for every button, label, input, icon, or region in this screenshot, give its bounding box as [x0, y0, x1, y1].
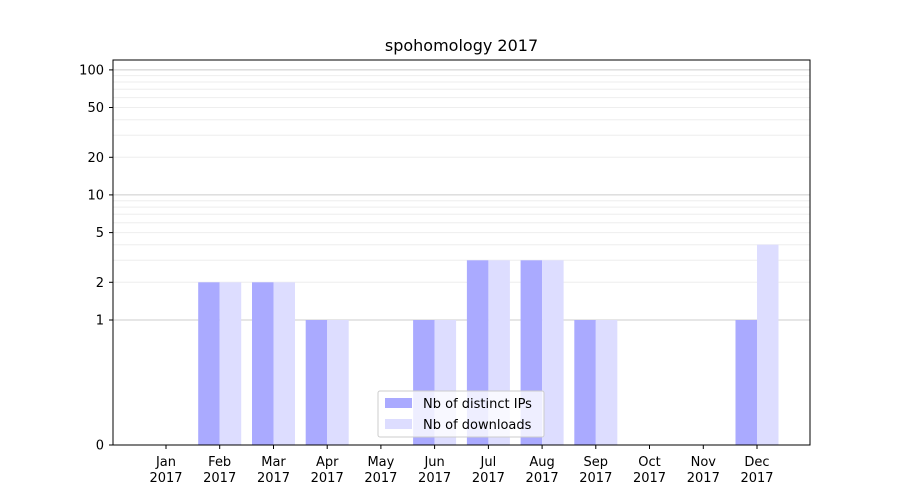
x-tick-label-month: May: [367, 455, 394, 470]
chart-title: spohomology 2017: [385, 36, 538, 55]
legend-label-downloads: Nb of downloads: [423, 418, 532, 433]
x-axis: Jan2017Feb2017Mar2017Apr2017May2017Jun20…: [149, 445, 774, 486]
bar-downloads-apr: [327, 320, 349, 445]
y-tick-label: 100: [79, 63, 104, 78]
x-tick-label-year: 2017: [257, 471, 290, 486]
x-tick-label-month: Dec: [744, 455, 769, 470]
bar-distinct-ips-apr: [305, 320, 328, 445]
bar-distinct-ips-feb: [198, 282, 220, 445]
x-tick-label-year: 2017: [633, 471, 666, 486]
x-tick-label-year: 2017: [418, 471, 451, 486]
bar-downloads-dec: [757, 244, 779, 445]
x-tick-label-year: 2017: [472, 471, 505, 486]
legend: Nb of distinct IPs Nb of downloads: [377, 390, 545, 438]
legend-box: [377, 390, 545, 438]
x-tick-label-month: Jun: [423, 455, 444, 470]
y-tick-label: 50: [87, 101, 104, 116]
bar-distinct-ips-dec: [735, 320, 757, 445]
bar-downloads-feb: [219, 282, 242, 445]
y-tick-label: 5: [96, 226, 104, 241]
x-tick-label-month: Apr: [316, 455, 339, 470]
x-tick-label-month: Jan: [155, 455, 176, 470]
x-tick-label-year: 2017: [579, 471, 612, 486]
x-tick-label-year: 2017: [364, 471, 397, 486]
bar-distinct-ips-sep: [574, 320, 596, 445]
legend-swatch-downloads: [385, 419, 412, 429]
x-tick-label-month: Nov: [691, 455, 717, 470]
x-tick-label-year: 2017: [687, 471, 720, 486]
x-tick-label-month: Feb: [208, 455, 231, 470]
legend-swatch-distinct-ips: [385, 398, 412, 408]
bar-downloads-aug: [542, 260, 564, 445]
x-tick-label-year: 2017: [311, 471, 344, 486]
x-tick-label-year: 2017: [526, 471, 559, 486]
x-tick-label-year: 2017: [740, 471, 773, 486]
x-tick-label-month: Aug: [529, 455, 554, 470]
x-tick-label-month: Sep: [584, 455, 609, 470]
legend-label-distinct-ips: Nb of distinct IPs: [423, 397, 532, 412]
bar-downloads-mar: [273, 282, 295, 445]
x-tick-label-month: Jul: [480, 455, 497, 470]
y-tick-label: 2: [96, 276, 104, 291]
plot-frame: [112, 59, 811, 446]
bar-downloads-sep: [595, 320, 618, 445]
bar-distinct-ips-mar: [252, 282, 274, 445]
x-tick-label-month: Oct: [638, 455, 660, 470]
x-tick-label-year: 2017: [203, 471, 236, 486]
x-tick-label-month: Mar: [261, 455, 286, 470]
y-axis: 0 1 2 5 10 20 50 100: [79, 63, 113, 454]
y-tick-label: 1: [96, 314, 104, 329]
y-tick-label: 0: [96, 439, 104, 454]
grid-lines: [113, 69, 810, 321]
x-tick-label-year: 2017: [149, 471, 182, 486]
y-tick-label: 20: [87, 151, 104, 166]
y-tick-label: 10: [87, 188, 104, 203]
bars: [198, 244, 779, 445]
